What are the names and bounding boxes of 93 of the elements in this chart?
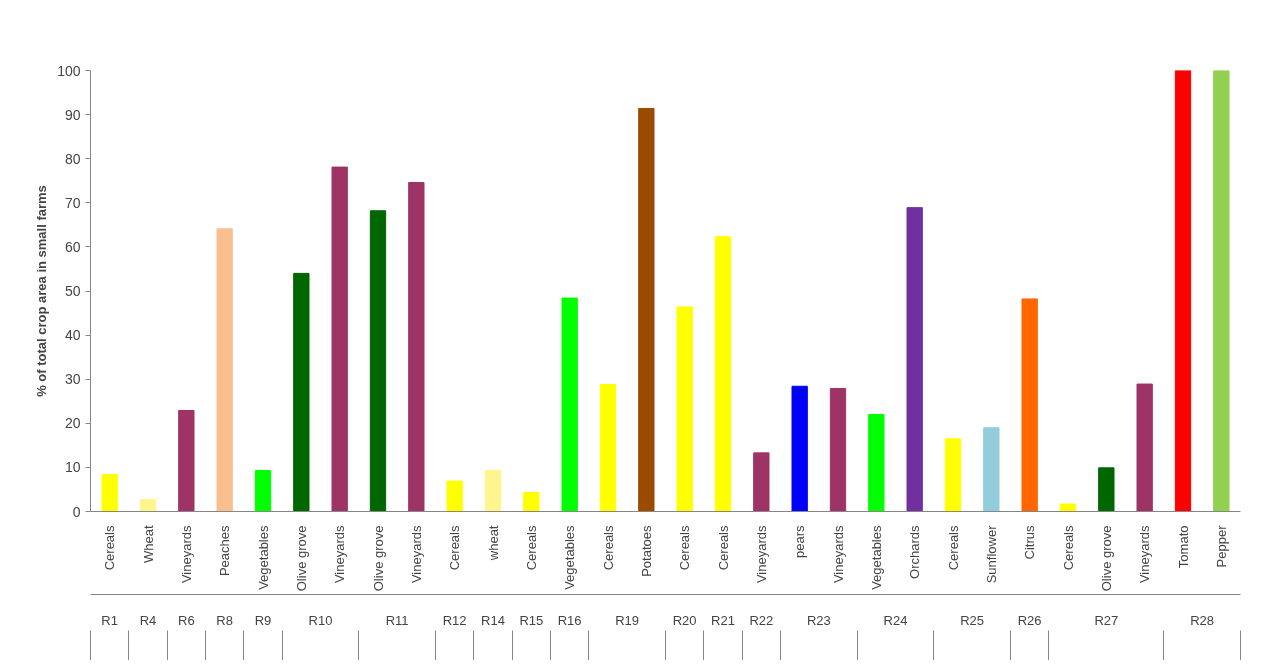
- text: R25: [960, 612, 985, 628]
- bar: [561, 297, 578, 512]
- x-tick-label: Olive grove: [293, 525, 309, 592]
- text: R11: [385, 612, 409, 628]
- bar: [254, 469, 272, 512]
- text: R10: [308, 612, 333, 628]
- y-tick-label: 30: [64, 371, 81, 388]
- bar: [178, 410, 195, 512]
- y-tick-label: 60: [64, 238, 81, 255]
- x-tick-label: Orchards: [907, 525, 923, 579]
- bar: [408, 182, 425, 512]
- bar: [676, 306, 693, 512]
- bar: [139, 499, 157, 512]
- y-tick-label: 100: [57, 62, 81, 79]
- x-tick-label: Tomato: [1175, 525, 1191, 569]
- x-tick-label: Wheat: [140, 525, 156, 564]
- x-tick-label: Cereals: [1060, 525, 1076, 571]
- bar: [216, 228, 233, 512]
- text: R12: [442, 612, 467, 628]
- x-tick-label: pears: [792, 525, 808, 559]
- bar: [101, 473, 118, 512]
- text: R8: [216, 612, 233, 628]
- x-tick-label: Vegetables: [868, 525, 884, 590]
- y-tick-label: 70: [64, 194, 81, 211]
- x-tick-label: Cereals: [677, 525, 693, 571]
- text: R27: [1094, 612, 1119, 628]
- bar: [369, 210, 387, 512]
- text: R23: [806, 612, 831, 628]
- bar: [944, 438, 962, 512]
- text: R16: [557, 612, 582, 628]
- y-tick-label: 10: [64, 459, 81, 476]
- x-tick-label: Vineyards: [178, 525, 194, 584]
- x-tick-label: Peaches: [217, 525, 233, 577]
- x-tick-label: Vineyards: [1137, 525, 1153, 584]
- x-tick-label: Cereals: [945, 525, 961, 571]
- x-tick-label: Vegetables: [255, 525, 271, 590]
- x-tick-label: wheat: [485, 525, 501, 562]
- bar: [753, 452, 770, 512]
- text: R24: [883, 612, 908, 628]
- bar: [331, 166, 348, 512]
- x-tick-label: Cereals: [600, 525, 616, 571]
- x-tick-label: Vegetables: [562, 525, 578, 590]
- bar: [1059, 503, 1077, 512]
- bar: [1021, 298, 1038, 512]
- x-tick-label: Cereals: [447, 525, 463, 571]
- bar: [523, 492, 540, 512]
- y-tick-label: 50: [64, 283, 81, 299]
- text: R4: [139, 612, 157, 628]
- x-tick-label: Cereals: [102, 525, 118, 571]
- y-axis-title: % of total crop area in small farms: [34, 185, 50, 397]
- text: R26: [1017, 612, 1042, 628]
- y-tick-label: 0: [72, 503, 81, 520]
- x-tick-label: Vineyards: [332, 525, 348, 584]
- bar: [829, 387, 847, 512]
- bar: [1213, 70, 1230, 512]
- y-tick-label: 40: [64, 327, 81, 344]
- y-tick-label: 20: [64, 415, 81, 432]
- x-tick-label: Vineyards: [408, 525, 424, 584]
- bar: [1098, 467, 1115, 512]
- x-tick-label: Citrus: [1022, 525, 1038, 560]
- bar: [868, 413, 885, 512]
- text: R6: [178, 612, 195, 628]
- bar: [446, 480, 463, 512]
- text: R15: [519, 612, 544, 628]
- text: R9: [254, 612, 272, 628]
- text: R22: [749, 612, 774, 628]
- x-tick-label: Vineyards: [830, 525, 846, 584]
- x-tick-label: Olive grove: [1098, 525, 1114, 592]
- bar: [906, 207, 923, 512]
- bar: [791, 385, 808, 512]
- text: R28: [1190, 612, 1215, 628]
- text: R20: [672, 612, 697, 628]
- x-tick-label: Sunflower: [983, 524, 999, 584]
- bar: [1174, 70, 1192, 512]
- bar: [1136, 383, 1153, 512]
- x-tick-label: Vineyards: [753, 525, 769, 584]
- bar: [983, 427, 1000, 512]
- x-tick-label: Pepper: [1213, 524, 1229, 568]
- bar: [599, 383, 617, 512]
- y-tick-label: 90: [64, 106, 81, 123]
- text: R21: [711, 612, 735, 628]
- x-tick-label: Olive grove: [370, 525, 386, 592]
- bar: [484, 469, 502, 512]
- bar: [638, 107, 655, 512]
- x-tick-label: Potatoes: [638, 525, 654, 577]
- text: R19: [615, 612, 640, 628]
- x-tick-label: Cereals: [715, 525, 731, 571]
- bar: [714, 236, 732, 512]
- text: R14: [481, 612, 505, 628]
- text: R1: [101, 612, 118, 628]
- y-tick-label: 80: [64, 150, 81, 167]
- bar: [293, 272, 310, 512]
- x-tick-label: Cereals: [523, 525, 539, 571]
